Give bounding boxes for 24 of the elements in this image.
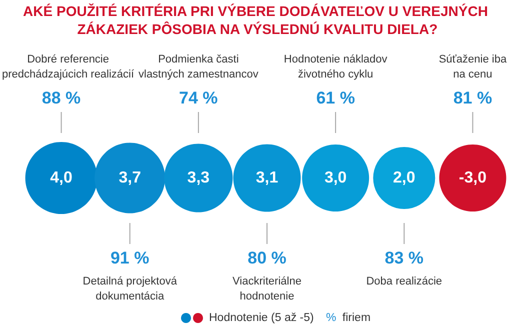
category-label: Viackriteriálne hodnotenie <box>232 276 302 302</box>
legend-label: Hodnotenie (5 až -5) <box>209 312 314 324</box>
category-label: Doba realizácie <box>366 276 442 288</box>
legend-label: % firiem <box>326 312 371 324</box>
data-label: 80 % <box>248 248 286 268</box>
data-label: 3,1 <box>256 170 278 186</box>
data-label: 4,0 <box>50 170 73 186</box>
category-label: Podmienka časti vlastných zamestnancov <box>138 54 259 80</box>
text: AKÉ POUŽITÉ KRITÉRIA PRI VÝBERE DODÁVATEĽOV U VEREJNÝCH ZÁKAZIEK PÔSOBIA NA VÝSLEDNÚ KVALITU DIELA? <box>23 3 488 37</box>
data-label: 81 % <box>453 88 492 108</box>
data-label: 3,3 <box>187 170 210 186</box>
category-label: Detailná projektová dokumentácia <box>82 276 178 302</box>
data-label: 2,0 <box>393 170 416 186</box>
category-label: Hodnotenie nákladov životného cyklu <box>284 54 388 80</box>
data-label: 61 % <box>316 88 355 108</box>
data-label: 3,7 <box>118 170 142 186</box>
data-label: 91 % <box>110 248 150 268</box>
category-label: Dobré referencie predchádzajúcich realizácií <box>2 54 136 80</box>
data-label: 88 % <box>42 88 81 108</box>
data-label: 3,0 <box>324 170 347 186</box>
data-label: 74 % <box>179 88 218 108</box>
category-label: Súťaženie iba na cenu <box>438 54 508 80</box>
data-label: 83 % <box>384 248 424 268</box>
data-label: -3,0 <box>458 170 487 186</box>
